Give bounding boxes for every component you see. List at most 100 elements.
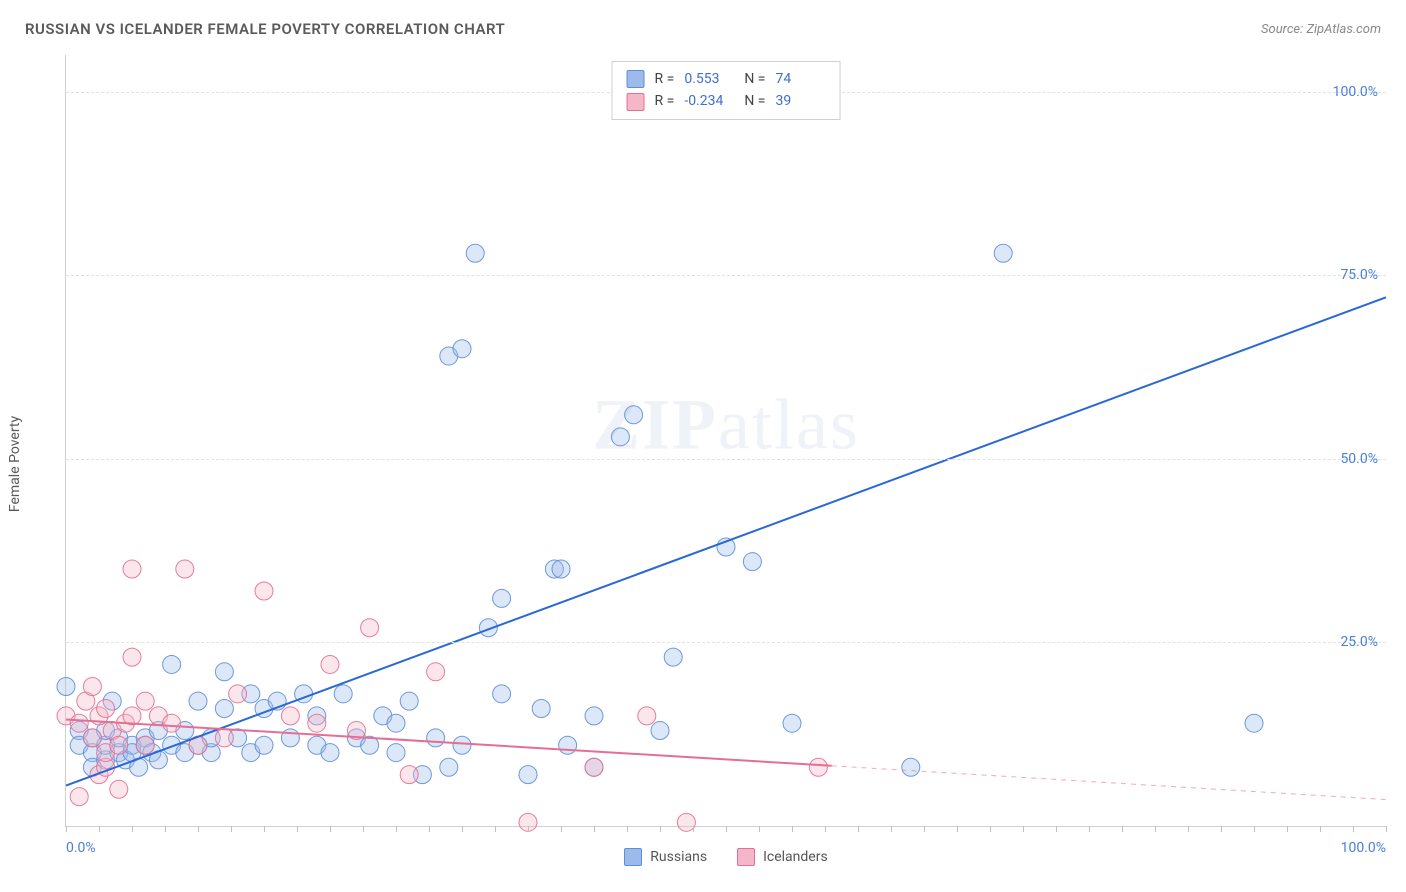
gridline [66,459,1386,460]
data-point [70,788,88,806]
source-name: ZipAtlas.com [1306,22,1381,37]
data-point [215,663,233,681]
data-point [453,340,471,358]
x-tick [198,826,199,832]
x-tick [1221,826,1222,832]
data-point [400,766,418,784]
data-point [176,560,194,578]
x-tick [264,826,265,832]
data-point [83,729,101,747]
data-point [994,244,1012,262]
data-point [743,553,761,571]
trend-line-extension [832,766,1386,800]
plot-area: ZIPatlas R =0.553N =74R =-0.234N =39 Rus… [65,55,1386,827]
gridline [66,642,1386,643]
data-point [427,663,445,681]
x-tick [693,826,694,832]
data-point [334,685,352,703]
x-tick [594,826,595,832]
data-point [387,714,405,732]
x-tick [99,826,100,832]
data-point [281,707,299,725]
data-point [902,758,920,776]
y-tick-label: 25.0% [1340,634,1378,650]
x-tick [1353,826,1354,832]
x-tick [1023,826,1024,832]
data-point [552,560,570,578]
y-axis-label: Female Poverty [7,415,23,511]
x-tick [759,826,760,832]
x-tick [297,826,298,832]
legend-swatch [627,93,645,111]
data-point [519,766,537,784]
x-tick [528,826,529,832]
data-point [83,677,101,695]
stat-r-label: R = [655,90,675,112]
data-point [493,685,511,703]
chart-header: RUSSIAN VS ICELANDER FEMALE POVERTY CORR… [0,20,1406,38]
x-tick [1089,826,1090,832]
data-point [427,729,445,747]
x-tick [1122,826,1123,832]
data-point [215,700,233,718]
legend-stat-row: R =-0.234N =39 [627,90,826,112]
x-tick [495,826,496,832]
data-point [664,648,682,666]
stat-n-label: N = [744,90,765,112]
data-point [453,736,471,754]
x-tick [363,826,364,832]
x-tick [330,826,331,832]
data-point [70,714,88,732]
data-point [559,736,577,754]
x-tick [165,826,166,832]
stat-r-value: 0.553 [684,68,734,90]
data-point [189,692,207,710]
trend-line [66,297,1386,785]
y-tick-label: 100.0% [1333,84,1378,100]
data-point [651,722,669,740]
data-point [110,780,128,798]
x-tick [858,826,859,832]
x-tick [231,826,232,832]
legend-series: Russians Icelanders [66,848,1386,866]
x-tick [1155,826,1156,832]
legend-stats: R =0.553N =74R =-0.234N =39 [612,61,841,120]
data-point [97,700,115,718]
legend-swatch [627,70,645,88]
data-point [387,744,405,762]
data-point [215,729,233,747]
chart-title: RUSSIAN VS ICELANDER FEMALE POVERTY CORR… [25,20,505,38]
legend-series-label: Russians [650,849,707,865]
x-tick [726,826,727,832]
data-point [493,589,511,607]
data-point [466,244,484,262]
data-point [321,744,339,762]
data-point [123,560,141,578]
x-tick [66,826,67,832]
x-tick [1188,826,1189,832]
data-point [123,648,141,666]
data-point [321,655,339,673]
x-tick [132,826,133,832]
chart-container: Female Poverty ZIPatlas R =0.553N =74R =… [20,55,1386,872]
chart-source: Source: ZipAtlas.com [1261,22,1381,37]
x-tick [462,826,463,832]
x-tick [924,826,925,832]
legend-series-label: Icelanders [763,849,828,865]
stat-n-value: 74 [775,68,825,90]
data-point [163,655,181,673]
data-point [255,736,273,754]
legend-stat-row: R =0.553N =74 [627,68,826,90]
data-point [809,758,827,776]
data-point [308,714,326,732]
legend-series-item: Icelanders [737,848,828,866]
data-point [110,736,128,754]
chart-svg [66,55,1386,826]
y-tick-label: 50.0% [1340,451,1378,467]
data-point [281,729,299,747]
data-point [440,758,458,776]
x-tick [990,826,991,832]
x-tick [1056,826,1057,832]
x-tick [825,826,826,832]
data-point [57,677,75,695]
